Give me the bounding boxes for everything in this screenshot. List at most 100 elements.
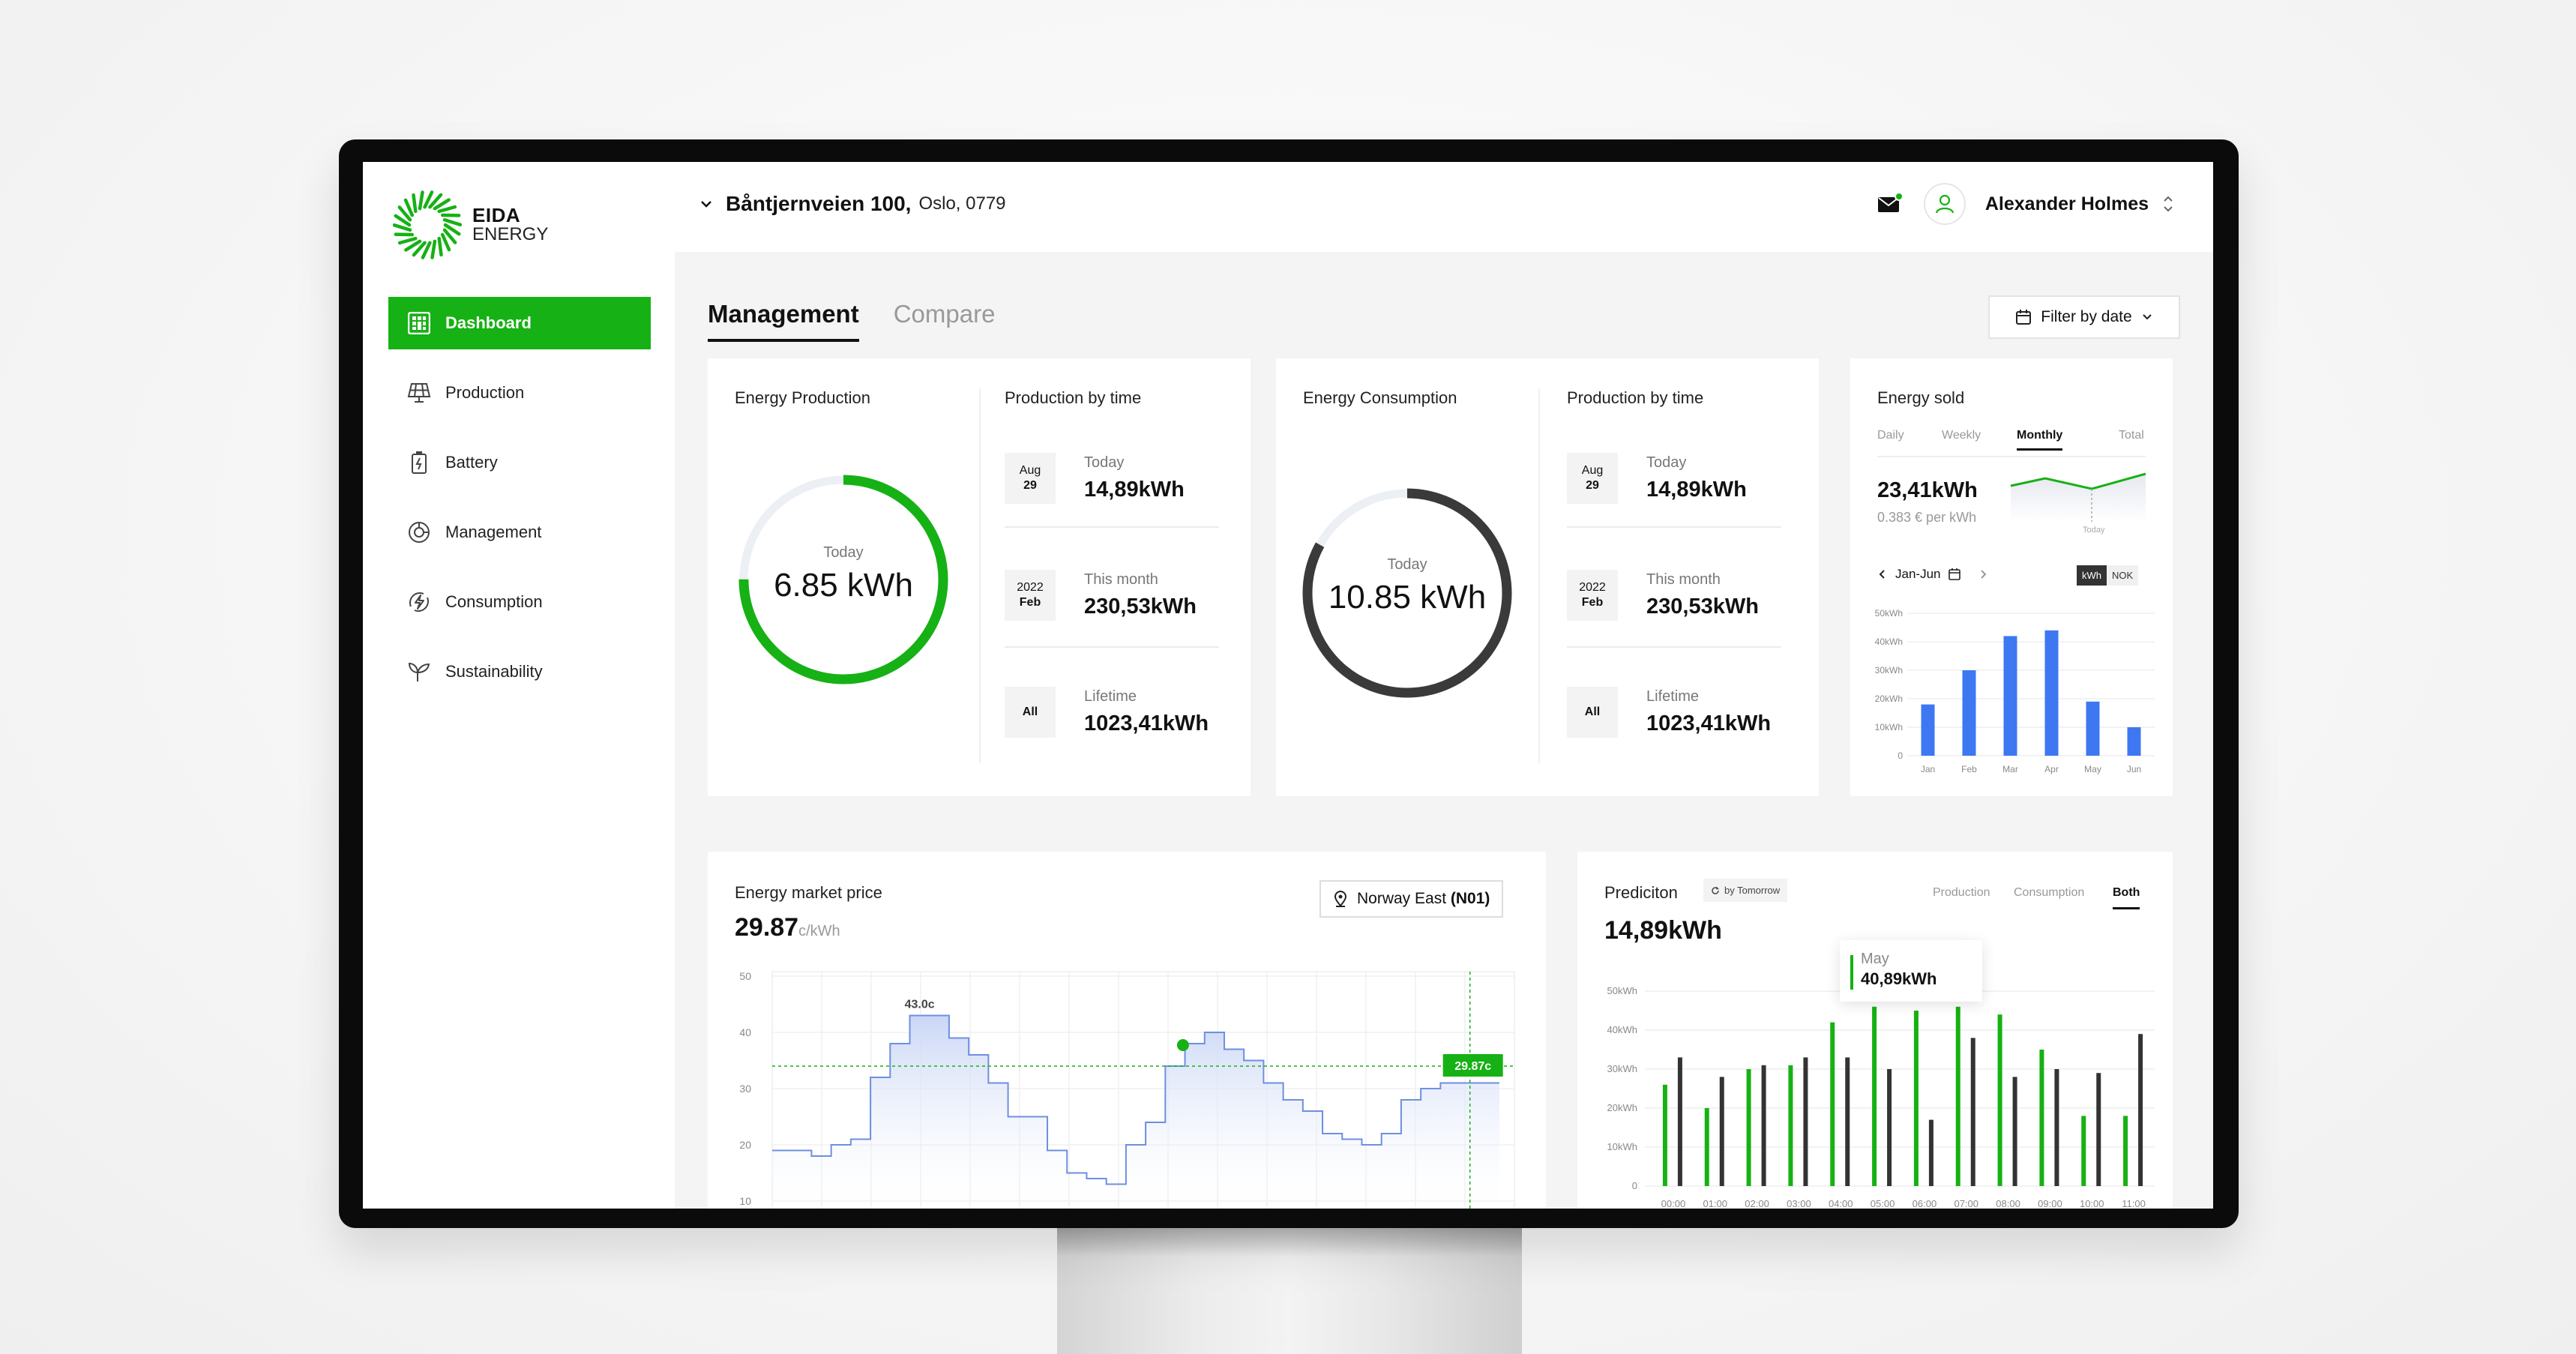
bar-production[interactable] <box>1913 1011 1919 1186</box>
prediction-tab-production[interactable]: Production <box>1933 886 1990 899</box>
filter-by-date-button[interactable]: Filter by date <box>1988 295 2180 339</box>
bar-production[interactable] <box>1830 1022 1835 1186</box>
mail-icon[interactable] <box>1876 190 1904 217</box>
tab-management[interactable]: Management <box>708 300 859 342</box>
bar[interactable] <box>2003 636 2017 756</box>
sidebar-nav: Dashboard Production Battery Management <box>388 297 651 715</box>
leaf-icon <box>406 659 432 684</box>
bar-consumption[interactable] <box>2138 1034 2143 1186</box>
bar-consumption[interactable] <box>1761 1065 1766 1186</box>
bar-production[interactable] <box>2123 1116 2128 1186</box>
y-tick-label: 20kWh <box>1875 693 1903 704</box>
prediction-bar-chart: 0 10kWh 20kWh 30kWh 40kWh 50kWh 00:00 01:00 02:0… <box>1607 985 2155 1209</box>
date-box-bottom: All <box>1022 705 1038 718</box>
y-tick-label: 10 <box>739 1195 751 1207</box>
period-tab-monthly[interactable]: Monthly <box>2017 429 2063 451</box>
period-tab-total[interactable]: Total <box>2119 429 2144 442</box>
bar-production[interactable] <box>1997 1014 2002 1186</box>
bar-production[interactable] <box>2039 1050 2044 1186</box>
y-tick-label: 30 <box>739 1083 751 1095</box>
row-value: 14,89kWh <box>1646 478 1747 502</box>
row-label: Lifetime <box>1646 688 1700 705</box>
range-selector[interactable]: Jan-Jun <box>1877 567 1988 582</box>
x-tick-label: Jan <box>1921 764 1935 774</box>
bar-consumption[interactable] <box>1970 1038 1975 1186</box>
chevron-down-icon <box>2142 314 2152 320</box>
y-tick-label: 0 <box>1632 1180 1637 1191</box>
sidebar-item-label: Production <box>445 383 525 402</box>
period-tab-weekly[interactable]: Weekly <box>1942 429 1981 442</box>
bar-production[interactable] <box>1788 1065 1793 1186</box>
sidebar-item-label: Dashboard <box>445 313 532 332</box>
chevron-left-icon[interactable] <box>1877 569 1888 580</box>
bar-consumption[interactable] <box>2054 1069 2059 1186</box>
bar-production[interactable] <box>1746 1069 1751 1186</box>
row-value: 14,89kWh <box>1084 478 1185 502</box>
x-tick-label: 06:00 <box>1913 1198 1937 1209</box>
row-divider <box>1567 526 1781 528</box>
prediction-tab-both[interactable]: Both <box>2113 886 2140 909</box>
by-time-row-month: 2022 Feb This month 230,53kWh <box>1005 570 1197 621</box>
sidebar: EIDA ENERGY Dashboard Production <box>363 162 675 1209</box>
bar[interactable] <box>1962 670 1976 756</box>
row-divider <box>1005 526 1219 528</box>
bar-production[interactable] <box>2081 1116 2086 1186</box>
bar[interactable] <box>2086 701 2100 756</box>
consumption-ring-progress <box>1302 488 1512 698</box>
bar-consumption[interactable] <box>1719 1077 1724 1186</box>
bar-production[interactable] <box>1872 1006 1877 1186</box>
brand-subname: ENERGY <box>472 224 549 244</box>
user-name[interactable]: Alexander Holmes <box>1984 193 2149 214</box>
sidebar-item-battery[interactable]: Battery <box>388 436 651 489</box>
production-ring: Today 6.85 kWh <box>735 471 952 688</box>
date-box: All <box>1005 687 1056 738</box>
region-selector[interactable]: Norway East (N01) <box>1319 880 1504 918</box>
unit-kwh-button[interactable]: kWh <box>2077 565 2107 586</box>
sidebar-item-sustainability[interactable]: Sustainability <box>388 646 651 698</box>
period-tab-daily[interactable]: Daily <box>1877 429 1904 442</box>
sidebar-item-consumption[interactable]: Consumption <box>388 576 651 628</box>
bar-consumption[interactable] <box>1887 1069 1892 1186</box>
bar-consumption[interactable] <box>1803 1057 1808 1186</box>
price-line[interactable] <box>772 1014 1499 1185</box>
unit-nok-button[interactable]: NOK <box>2107 565 2139 586</box>
bar[interactable] <box>2044 630 2059 756</box>
sidebar-item-production[interactable]: Production <box>388 367 651 419</box>
location-selector[interactable]: Båntjernveien 100, Oslo, 0779 <box>699 192 1006 216</box>
dashboard-icon <box>406 310 432 336</box>
price-marker-dot[interactable] <box>1176 1039 1189 1051</box>
avatar[interactable] <box>1923 183 1966 225</box>
bar[interactable] <box>2127 727 2141 756</box>
divider <box>979 388 981 763</box>
monitor-stand-shadow <box>1057 1227 1522 1257</box>
x-tick-label: 00:00 <box>1661 1198 1686 1209</box>
row-value: 230,53kWh <box>1646 595 1759 619</box>
calendar-icon[interactable] <box>1948 568 1961 581</box>
bar[interactable] <box>1921 704 1935 756</box>
x-tick-label: Mar <box>2002 764 2018 774</box>
row-label: Today <box>1646 454 1687 471</box>
tab-compare[interactable]: Compare <box>893 300 996 328</box>
brand-logo[interactable]: EIDA ENERGY <box>393 190 548 259</box>
bar-production[interactable] <box>1704 1108 1709 1186</box>
prediction-tab-consumption[interactable]: Consumption <box>2014 886 2085 899</box>
sidebar-item-dashboard[interactable]: Dashboard <box>388 297 651 349</box>
bar-consumption[interactable] <box>1928 1119 1933 1186</box>
date-box: 2022 Feb <box>1005 570 1056 621</box>
row-divider <box>1567 646 1781 648</box>
y-tick-label: 0 <box>1898 750 1903 761</box>
production-today-value: 6.85 kWh <box>774 567 913 604</box>
sidebar-item-management[interactable]: Management <box>388 506 651 559</box>
bar-production[interactable] <box>1955 1006 1960 1186</box>
tooltip-month: May <box>1861 951 1889 967</box>
y-tick-label: 40kWh <box>1875 637 1903 647</box>
chevron-right-icon[interactable] <box>1978 569 1988 580</box>
bar-consumption[interactable] <box>2096 1073 2101 1186</box>
chevron-updown-icon[interactable] <box>2162 193 2174 215</box>
bar-consumption[interactable] <box>2012 1077 2017 1186</box>
bar-production[interactable] <box>1662 1084 1667 1186</box>
bar-consumption[interactable] <box>1845 1057 1850 1186</box>
y-tick-label: 50kWh <box>1607 985 1637 996</box>
main-content: Management Compare Filter by date Energy… <box>675 252 2213 1209</box>
bar-consumption[interactable] <box>1677 1057 1682 1186</box>
